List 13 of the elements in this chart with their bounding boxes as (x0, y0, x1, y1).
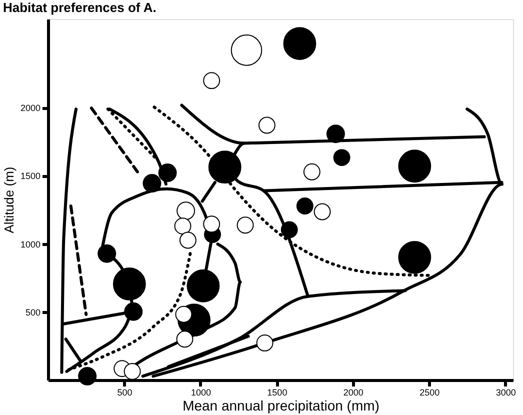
x-tick-label: 3000 (496, 388, 516, 398)
y-axis-title: Altitude (m) (1, 166, 16, 234)
x-tick-label: 2500 (420, 388, 440, 398)
y-tick-label: 1000 (20, 239, 40, 250)
chart-title: Habitat preferences of A. (2, 0, 156, 15)
y-tick-label: 2000 (20, 103, 40, 114)
x-tick-label: 2000 (343, 388, 364, 398)
x-tick-label: 500 (117, 388, 132, 398)
x-tick-label: 1000 (190, 388, 211, 398)
x-axis-title: Mean annual precipitation (mm) (182, 398, 380, 414)
y-tick-label: 500 (25, 307, 40, 318)
y-tick-label: 1500 (20, 171, 40, 182)
x-tick-label: 1500 (267, 388, 288, 398)
